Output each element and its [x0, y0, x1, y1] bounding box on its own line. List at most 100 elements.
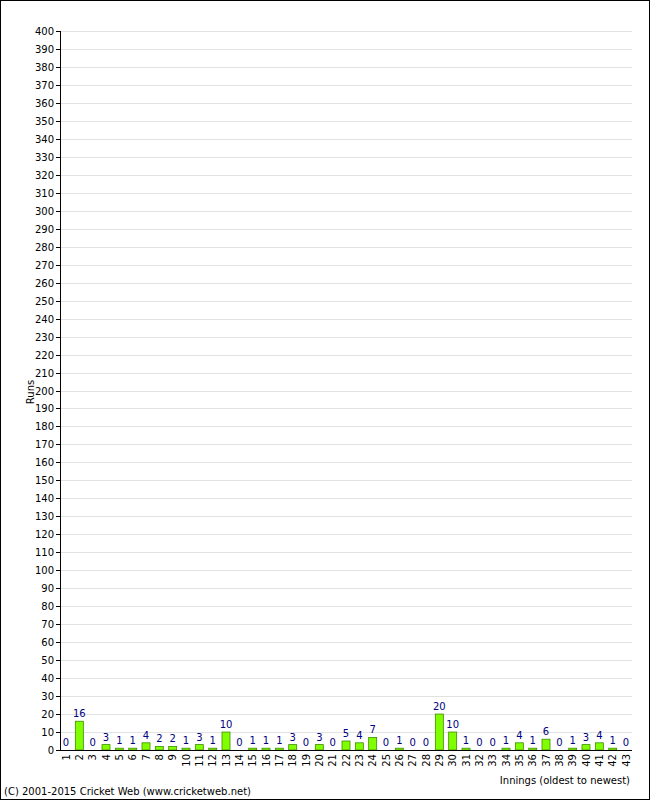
grid-line [60, 121, 632, 122]
tick-mark [56, 480, 60, 481]
grid-line [60, 660, 632, 661]
bar [342, 741, 350, 750]
grid-line [60, 696, 632, 697]
bar [449, 732, 457, 750]
x-tick-label: 32 [474, 754, 485, 767]
bar [355, 743, 363, 750]
data-label: 2 [156, 733, 162, 744]
data-label: 3 [196, 732, 202, 743]
annotation: (C) 2001-2015 Cricket Web (www.cricketwe… [4, 786, 251, 797]
grid-line [60, 426, 632, 427]
bar [235, 750, 243, 751]
x-tick-label: 19 [301, 754, 312, 767]
data-label: 1 [396, 735, 402, 746]
bar [155, 746, 163, 750]
tick-mark [56, 498, 60, 499]
bar [169, 746, 177, 750]
bar [542, 739, 550, 750]
bar [369, 737, 377, 750]
bar [622, 750, 630, 751]
y-tick-label: 140 [35, 493, 54, 504]
x-tick-label: 10 [181, 754, 192, 767]
tick-mark [56, 157, 60, 158]
x-tick-label: 37 [541, 754, 552, 767]
y-tick-label: 60 [41, 637, 54, 648]
tick-mark [56, 426, 60, 427]
tick-mark [56, 516, 60, 517]
y-tick-label: 240 [35, 314, 54, 325]
tick-mark [56, 139, 60, 140]
x-tick-label: 36 [527, 754, 538, 767]
y-tick-label: 310 [35, 188, 54, 199]
data-label: 1 [249, 735, 255, 746]
grid-line [60, 319, 632, 320]
tick-mark [56, 85, 60, 86]
data-label: 1 [263, 735, 269, 746]
y-tick-label: 400 [35, 26, 54, 37]
y-tick-label: 330 [35, 152, 54, 163]
bar [62, 750, 70, 751]
tick-mark [56, 49, 60, 50]
bar [555, 750, 563, 751]
x-axis [60, 750, 632, 751]
data-label: 0 [489, 737, 495, 748]
x-tick-label: 21 [327, 754, 338, 767]
y-tick-label: 100 [35, 565, 54, 576]
tick-mark [56, 732, 60, 733]
grid-line [60, 301, 632, 302]
x-tick-label: 9 [167, 754, 178, 760]
bar [422, 750, 430, 751]
tick-mark [56, 31, 60, 32]
bar [475, 750, 483, 751]
tick-mark [56, 229, 60, 230]
x-tick-label: 34 [501, 754, 512, 767]
bar [609, 748, 617, 750]
grid-line [60, 552, 632, 553]
page: {"chart_data": {"type": "bar", "x_label"… [0, 0, 650, 800]
grid-line [60, 85, 632, 86]
grid-line [60, 139, 632, 140]
tick-mark [56, 355, 60, 356]
grid-line [60, 462, 632, 463]
x-tick-label: 14 [234, 754, 245, 767]
x-tick-label: 3 [87, 754, 98, 760]
grid-line [60, 67, 632, 68]
x-tick-label: 38 [554, 754, 565, 767]
x-tick-label: 33 [487, 754, 498, 767]
data-label: 1 [183, 735, 189, 746]
data-label: 2 [169, 733, 175, 744]
y-tick-label: 50 [41, 655, 54, 666]
x-tick-label: 18 [287, 754, 298, 767]
data-label: 4 [596, 730, 602, 741]
bar [262, 748, 270, 750]
bar [329, 750, 337, 751]
y-tick-label: 350 [35, 116, 54, 127]
grid-line [60, 283, 632, 284]
x-tick-label: 6 [127, 754, 138, 760]
y-tick-label: 300 [35, 206, 54, 217]
data-label: 0 [383, 737, 389, 748]
grid-line [60, 103, 632, 104]
bar [382, 750, 390, 751]
y-tick-label: 390 [35, 44, 54, 55]
grid-line [60, 444, 632, 445]
tick-mark [56, 103, 60, 104]
tick-mark [56, 570, 60, 571]
data-label: 0 [556, 737, 562, 748]
tick-mark [56, 67, 60, 68]
data-label: 0 [409, 737, 415, 748]
data-label: 16 [73, 708, 86, 719]
grid-line [60, 624, 632, 625]
x-tick-label: 7 [141, 754, 152, 760]
bar [302, 750, 310, 751]
x-tick-label: 42 [607, 754, 618, 767]
tick-mark [56, 606, 60, 607]
tick-mark [56, 283, 60, 284]
y-tick-label: 290 [35, 224, 54, 235]
data-label: 0 [423, 737, 429, 748]
data-label: 1 [609, 735, 615, 746]
x-axis-label: Innings (oldest to newest) [500, 775, 630, 786]
grid-line [60, 355, 632, 356]
tick-mark [56, 678, 60, 679]
bar [529, 748, 537, 750]
